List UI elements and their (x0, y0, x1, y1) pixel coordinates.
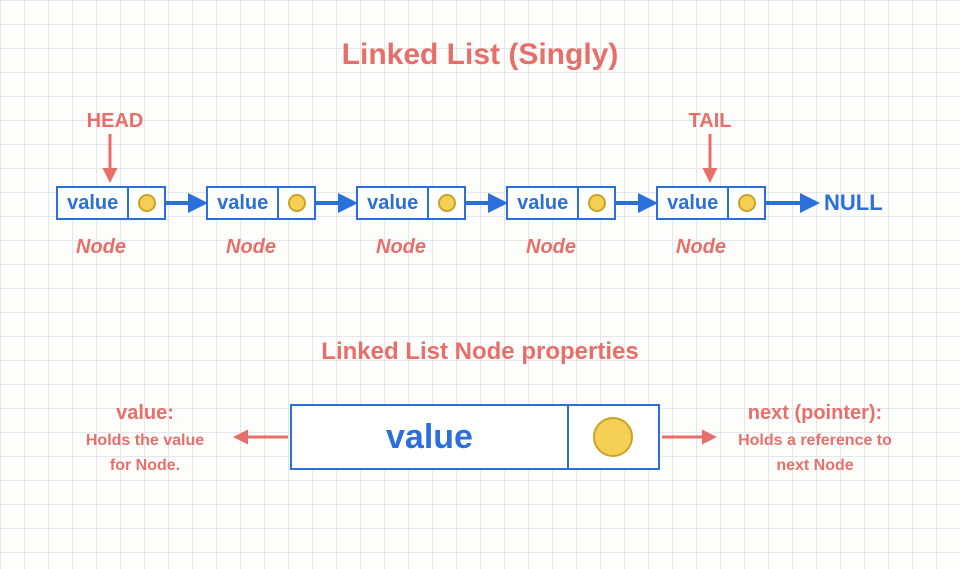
big-node-value: value (292, 406, 569, 468)
next-desc-title: next (pointer): (710, 398, 920, 429)
node-caption: Node (226, 236, 276, 259)
node-value: value (508, 188, 579, 218)
main-title: Linked List (Singly) (0, 38, 960, 72)
subtitle: Linked List Node properties (0, 338, 960, 366)
pointer-circle-icon (593, 417, 633, 457)
node-caption: Node (676, 236, 726, 259)
node-pointer (429, 188, 464, 218)
big-node: value (290, 404, 660, 470)
diagram-canvas: Linked List (Singly) HEAD TAIL value valu… (0, 0, 960, 569)
next-desc-line1: Holds a reference to (710, 429, 920, 454)
pointer-circle-icon (438, 194, 456, 212)
node-pointer (729, 188, 764, 218)
node-value: value (658, 188, 729, 218)
node-caption: Node (376, 236, 426, 259)
node-value: value (358, 188, 429, 218)
null-label: NULL (824, 190, 883, 216)
tail-label: TAIL (680, 110, 740, 133)
node-pointer (279, 188, 314, 218)
node-value: value (58, 188, 129, 218)
value-desc-line1: Holds the value (50, 429, 240, 454)
pointer-circle-icon (138, 194, 156, 212)
node-pointer (129, 188, 164, 218)
head-label: HEAD (80, 110, 150, 133)
pointer-circle-icon (288, 194, 306, 212)
node-pointer (579, 188, 614, 218)
pointer-circle-icon (588, 194, 606, 212)
next-desc-line2: next Node (710, 454, 920, 479)
node-caption: Node (76, 236, 126, 259)
node: value (56, 186, 166, 220)
node: value (656, 186, 766, 220)
node: value (206, 186, 316, 220)
value-description: value: Holds the value for Node. (50, 398, 240, 479)
node: value (356, 186, 466, 220)
next-description: next (pointer): Holds a reference to nex… (710, 398, 920, 479)
value-desc-title: value: (50, 398, 240, 429)
node-value: value (208, 188, 279, 218)
value-desc-line2: for Node. (50, 454, 240, 479)
pointer-circle-icon (738, 194, 756, 212)
big-node-pointer (569, 406, 658, 468)
node-caption: Node (526, 236, 576, 259)
node: value (506, 186, 616, 220)
arrows-layer (0, 0, 960, 569)
